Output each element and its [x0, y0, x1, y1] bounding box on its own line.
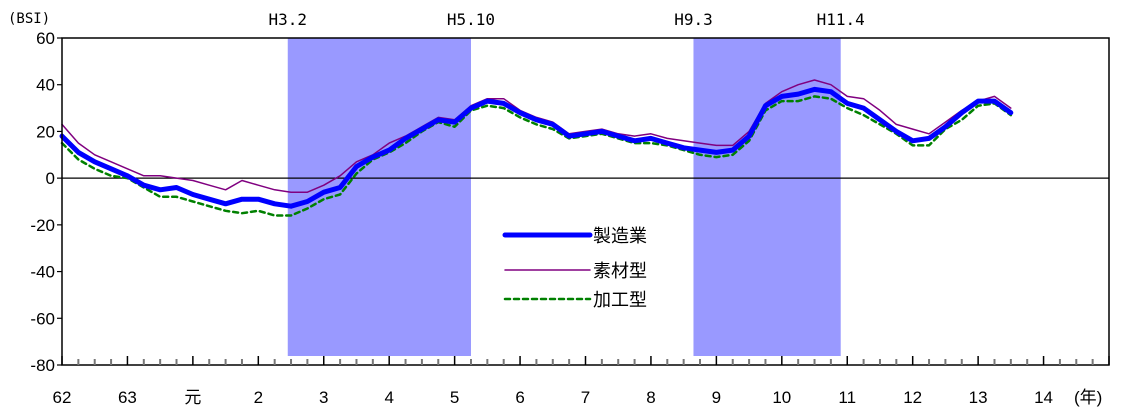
y-tick-label-6: -60: [30, 309, 55, 328]
shaded-period-1: [693, 38, 841, 356]
x-tick-label-7: 6: [515, 388, 524, 407]
x-tick-label-14: 13: [969, 388, 988, 407]
y-tick-label-5: -40: [30, 263, 55, 282]
x-axis-unit: (年): [1074, 388, 1102, 407]
x-tick-label-11: 10: [772, 388, 791, 407]
x-tick-label-0: 62: [53, 388, 72, 407]
period-labels: H3.2 H5.10 H9.3 H11.4: [268, 10, 864, 29]
y-tick-label-7: -80: [30, 356, 55, 375]
legend-label-1: 素材型: [593, 261, 647, 282]
x-tick-label-9: 8: [646, 388, 655, 407]
y-axis-label: (BSI): [8, 11, 50, 27]
x-tick-label-3: 2: [254, 388, 263, 407]
y-tick-label-1: 40: [36, 76, 55, 95]
x-tick-label-8: 7: [581, 388, 590, 407]
x-tick-label-10: 9: [712, 388, 721, 407]
x-tick-label-5: 4: [384, 388, 393, 407]
x-tick-label-6: 5: [450, 388, 459, 407]
series-lines: [59, 79, 1014, 217]
series-line-0: [59, 86, 1014, 209]
legend-label-2: 加工型: [593, 290, 647, 311]
x-tick-label-13: 12: [903, 388, 922, 407]
period-label-end-0: H5.10: [447, 10, 495, 29]
y-tick-label-2: 20: [36, 122, 55, 141]
shaded-periods: [287, 38, 841, 356]
series-line-1: [61, 79, 1012, 193]
x-tick-label-12: 11: [838, 388, 856, 407]
y-tick-label-0: 60: [36, 29, 55, 48]
y-tick-label-4: -20: [30, 216, 55, 235]
period-label-start-1: H9.3: [674, 10, 713, 29]
y-tick-label-3: 0: [46, 169, 55, 188]
legend-label-0: 製造業: [593, 226, 647, 247]
x-tick-label-1: 63: [118, 388, 137, 407]
x-tick-label-4: 3: [319, 388, 328, 407]
period-label-end-1: H11.4: [817, 10, 865, 29]
axes: [57, 37, 1110, 366]
x-tick-label-15: 14: [1034, 388, 1053, 407]
x-tick-labels: 62 63 元 2 3 4 5 6 7 8 9 10 11 12 13 14: [53, 388, 1053, 407]
series-line-2: [60, 95, 1013, 217]
x-tick-label-2: 元: [184, 388, 201, 407]
period-label-start-0: H3.2: [268, 10, 307, 29]
y-tick-labels: 60 40 20 0 -20 -40 -60 -80: [30, 29, 55, 375]
